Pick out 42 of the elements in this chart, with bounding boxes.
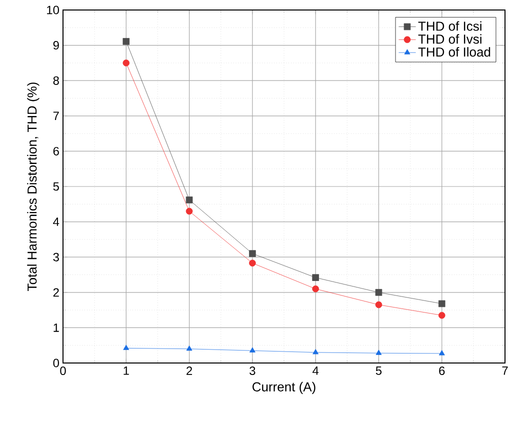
x-tick-label: 6 [439, 366, 445, 376]
y-tick-label: 2 [53, 288, 59, 297]
point [312, 274, 319, 281]
point [122, 60, 130, 66]
x-axis-title: Current (A) [252, 382, 316, 394]
y-tick-label: 10 [47, 6, 60, 14]
y-tick-label: 6 [53, 146, 59, 156]
point [249, 347, 256, 352]
point [312, 285, 319, 292]
y-axis-title: Total Harmonics Distortion, THD (%) [27, 82, 40, 291]
point [438, 300, 446, 308]
point [376, 350, 382, 355]
point [249, 260, 256, 266]
y-tick-label: 9 [53, 41, 59, 50]
x-tick-label: 2 [186, 366, 192, 375]
x-tick-label: 0 [60, 366, 66, 376]
point [186, 345, 192, 351]
y-tick-label: 4 [53, 218, 60, 226]
x-tick-label: 7 [502, 366, 508, 375]
x-tick-label: 3 [250, 366, 256, 376]
point [312, 349, 319, 354]
point [375, 301, 382, 308]
point [186, 196, 193, 204]
y-tick-label: 0 [53, 358, 60, 368]
point [375, 289, 382, 296]
legend-label: THD of Ivsi [418, 34, 482, 44]
y-tick-label: 3 [53, 252, 59, 262]
x-tick-label: 5 [376, 366, 382, 375]
point [122, 38, 130, 45]
legend-label: THD of Iload [418, 47, 490, 57]
point [438, 350, 445, 356]
y-tick-label: 5 [53, 182, 59, 191]
point [186, 208, 193, 215]
y-tick-label: 1 [54, 324, 59, 332]
y-tick-label: 8 [53, 76, 59, 85]
point [249, 250, 256, 257]
y-tick-label: 7 [53, 112, 59, 120]
point [438, 312, 446, 319]
x-tick-label: 4 [312, 366, 319, 375]
point [123, 344, 130, 350]
x-tick-label: 1 [124, 366, 129, 375]
legend-label: THD of Icsi [418, 21, 482, 31]
